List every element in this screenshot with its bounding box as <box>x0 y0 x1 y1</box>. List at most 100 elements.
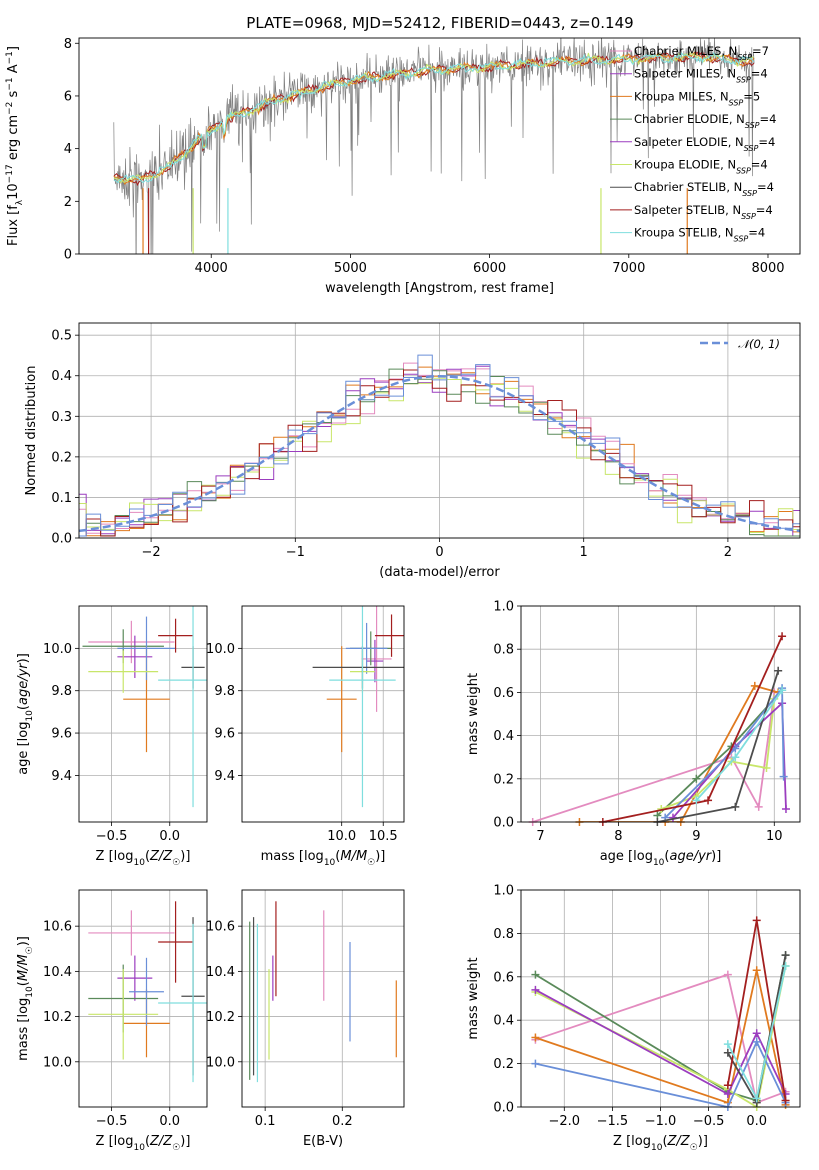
x-tick-label: 0.0 <box>159 829 180 844</box>
y-tick-label: 2 <box>64 195 72 210</box>
legend-entry: Chabrier ELODIE, NSSP=4 <box>634 112 776 130</box>
x-tick-label: −1 <box>286 545 305 560</box>
weight-series-line <box>534 989 787 1096</box>
y-tick-label: 10.4 <box>206 965 235 980</box>
x-axis-label: (data-model)/error <box>379 565 500 580</box>
y-tick-label: 1.0 <box>493 884 514 899</box>
weight-point-marker <box>774 666 783 675</box>
residual-histogram <box>79 354 800 537</box>
y-tick-label: 4 <box>64 142 72 157</box>
x-tick-label: 10.0 <box>327 829 356 844</box>
y-tick-label: 0.8 <box>493 643 514 658</box>
weight-point-marker <box>752 1029 761 1038</box>
axes-frame <box>520 605 801 823</box>
x-tick-label: −0.5 <box>693 1114 725 1129</box>
x-tick-label: 1 <box>580 545 588 560</box>
y-tick-label: 0.4 <box>493 1014 514 1029</box>
y-tick-label: 0.3 <box>51 410 72 425</box>
weight-point-marker <box>531 985 540 994</box>
x-tick-label: 0.0 <box>746 1114 767 1129</box>
legend-entry: Salpeter ELODIE, NSSP=4 <box>634 135 775 153</box>
x-tick-label: 5000 <box>334 261 367 276</box>
y-tick-label: 9.6 <box>51 727 72 742</box>
weight-point-marker <box>752 916 761 925</box>
mass-vs-metallicity-panel: −0.5 0.0 10.0 10.2 10.4 10.6 Z [log10(Z/Z☉)] ma… <box>16 889 208 1153</box>
weight-point-marker <box>531 1059 540 1068</box>
age-vs-metallicity-panel: −0.5 0.0 9.4 9.6 9.8 10.0 Z [log10(Z/Z☉)] age [… <box>16 605 208 868</box>
x-tick-label: −0.5 <box>96 1114 128 1129</box>
weight-point-marker <box>531 970 540 979</box>
y-axis-label: mass weight <box>466 673 481 755</box>
weight-point-marker <box>723 970 732 979</box>
axes-frame <box>78 37 801 255</box>
legend-entry: Kroupa STELIB, NSSP=4 <box>634 226 765 244</box>
x-tick-label: 10.5 <box>369 829 398 844</box>
spectrum-panel: 4000 5000 6000 7000 8000 0 2 4 6 8 wavelength [Ang… <box>5 37 801 296</box>
legend-entry: Salpeter MILES, NSSP=4 <box>634 67 768 85</box>
x-axis-label: mass [log10(M/M☉)] <box>261 849 386 868</box>
figure-title: PLATE=0968, MJD=52412, FIBERID=0443, z=0… <box>246 14 633 32</box>
x-tick-label: 2 <box>724 545 732 560</box>
x-axis-label: E(B-V) <box>303 1134 343 1149</box>
y-tick-label: 9.4 <box>214 769 235 784</box>
x-tick-label: 9 <box>692 829 700 844</box>
x-tick-label: 0.0 <box>159 1114 180 1129</box>
weight-point-marker <box>731 744 740 753</box>
x-tick-label: 4000 <box>195 261 228 276</box>
y-tick-label: 0.0 <box>493 1101 514 1116</box>
y-tick-label: 6 <box>64 89 72 104</box>
legend-entry: Salpeter STELIB, NSSP=4 <box>634 203 773 221</box>
y-tick-label: 10.6 <box>206 920 235 935</box>
x-tick-label: 7000 <box>612 261 645 276</box>
weight-point-marker <box>723 1040 732 1049</box>
weight-point-marker <box>731 753 740 762</box>
weight-point-marker <box>752 1037 761 1046</box>
x-tick-label: −1.0 <box>645 1114 677 1129</box>
weight-point-marker <box>781 805 790 814</box>
weight-point-marker <box>692 796 701 805</box>
x-tick-label: 0.1 <box>255 1114 276 1129</box>
weight-point-marker <box>704 796 713 805</box>
x-axis-label: age [log10(age/yr)] <box>600 849 722 868</box>
legend-entry: Kroupa ELODIE, NSSP=4 <box>634 158 768 176</box>
x-tick-label: 10 <box>766 829 783 844</box>
y-tick-label: 9.6 <box>214 727 235 742</box>
x-axis-label: wavelength [Angstrom, rest frame] <box>325 281 554 296</box>
legend-entry: Chabrier STELIB, NSSP=4 <box>634 180 774 198</box>
weight-series-line <box>672 701 787 819</box>
y-tick-label: 10.0 <box>43 1055 72 1070</box>
weight-point-marker <box>778 632 787 641</box>
x-tick-label: −2.0 <box>549 1114 581 1129</box>
weight-vs-metallicity-panel: −2.0 −1.5 −1.0 −0.5 0.0 0.0 0.2 0.4 0.6 0.8 1.0 Z [… <box>466 884 801 1153</box>
model-spectrum <box>113 51 755 184</box>
age-vs-mass-panel: 10.0 10.5 9.4 9.6 9.8 10.0 mass [log10(M/M☉)] <box>206 605 405 868</box>
y-tick-label: 8 <box>64 37 72 52</box>
legend-entry: Chabrier MILES, NSSP=7 <box>634 44 769 62</box>
x-tick-label: 7 <box>536 829 544 844</box>
y-tick-label: 0.2 <box>51 450 72 465</box>
mass-vs-ebv-panel: 0.1 0.2 10.0 10.2 10.4 10.6 E(B-V) <box>206 889 405 1149</box>
weight-point-marker <box>692 774 701 783</box>
y-tick-label: 0.2 <box>493 772 514 787</box>
weight-series-line <box>534 965 787 1107</box>
y-tick-label: 10.6 <box>43 920 72 935</box>
y-tick-label: 0.0 <box>493 816 514 831</box>
weight-point-marker <box>723 1089 732 1098</box>
x-tick-label: −0.5 <box>96 829 128 844</box>
y-tick-label: 10.4 <box>43 965 72 980</box>
weight-series-line <box>656 689 783 817</box>
y-tick-label: 10.0 <box>206 642 235 657</box>
y-tick-label: 10.0 <box>206 1055 235 1070</box>
weight-point-marker <box>779 772 788 781</box>
x-tick-label: 8 <box>614 829 622 844</box>
weight-point-marker <box>752 966 761 975</box>
axes-frame <box>241 605 405 823</box>
legend-entry: 𝒩(0, 1) <box>738 337 780 351</box>
residuals-panel: −2 −1 0 1 2 0.0 0.1 0.2 0.3 0.4 0.5 (data-model)/er… <box>24 322 801 580</box>
weight-series-line <box>579 684 779 822</box>
x-axis-label: Z [log10(Z/Z☉)] <box>613 1134 708 1153</box>
axes-frame <box>241 889 405 1108</box>
model-spectrum <box>113 51 755 184</box>
axes-frame <box>520 889 801 1108</box>
weight-point-marker <box>762 764 771 772</box>
